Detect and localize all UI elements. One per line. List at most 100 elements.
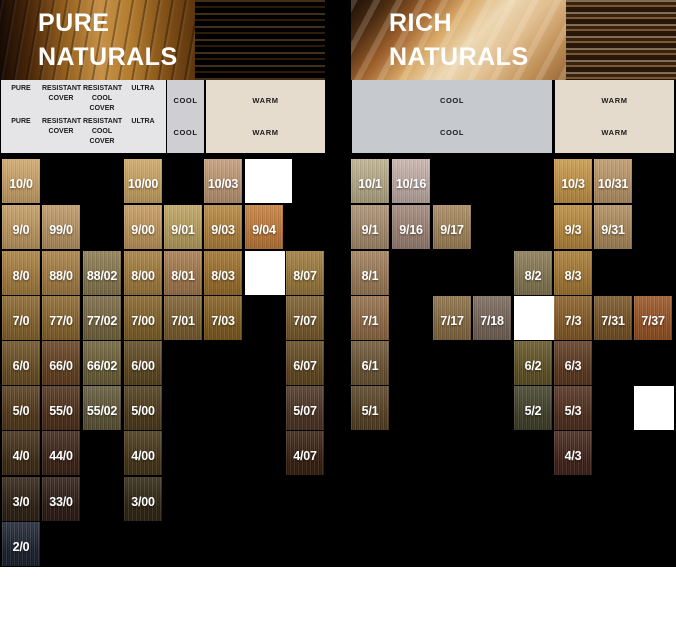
swatch-5-0: 5/0 [2,386,40,430]
pure-products-header: PURE RESISTANT COVER RESISTANT COOL COVE… [1,80,166,153]
warm-label: WARM [601,96,628,105]
swatch-9-31: 9/31 [594,205,632,249]
swatch-code-label: 8/0 [12,268,30,283]
swatch-code-label: 66/0 [49,358,73,373]
swatch-9-16: 9/16 [392,205,430,249]
title-line-1: RICH [389,9,453,37]
swatch-code-label: 5/2 [524,403,542,418]
swatch-code-label: 55/0 [49,403,73,418]
swatch-6-0: 6/0 [2,341,40,385]
swatch-4-00: 4/00 [124,431,162,475]
swatch-8-01: 8/01 [164,251,202,295]
swatch-code-label: 5/1 [361,403,379,418]
swatch-8-3: 8/3 [554,251,592,295]
swatch-code-label: 8/03 [211,268,235,283]
swatch-7-17: 7/17 [433,296,471,340]
swatch-9-1: 9/1 [351,205,389,249]
swatch-code-label: 8/2 [524,268,542,283]
swatch-66-02: 66/02 [83,341,121,385]
swatch-5-07: 5/07 [286,386,324,430]
swatch-code-label: 9/01 [171,222,195,237]
swatch-10-3: 10/3 [554,159,592,203]
pure-warm-header: WARM WARM [206,80,325,153]
swatch-99-0: 99/0 [42,205,80,249]
swatch-code-label: 2/0 [12,539,30,554]
swatch-code-label: 9/31 [601,222,625,237]
swatch-9-01: 9/01 [164,205,202,249]
warm-label: WARM [252,96,279,105]
swatch-7-1: 7/1 [351,296,389,340]
col-label-pure: PURE [11,118,31,125]
swatch-9-04: 9/04 [245,205,283,249]
col-label-pure: PURE [11,85,31,92]
swatch-code-label: 77/02 [86,313,118,328]
cool-label: COOL [173,96,198,105]
swatch-code-label: 7/00 [131,313,155,328]
swatch-9-00: 9/00 [124,205,162,249]
swatch-code-label: 7/0 [12,313,30,328]
swatch-code-label: 6/00 [131,358,155,373]
title-line-2: NATURALS [389,43,529,71]
swatch-5-2: 5/2 [514,386,552,430]
swatch-7-00: 7/00 [124,296,162,340]
swatch-9-3: 9/3 [554,205,592,249]
swatch-code-label: 7/3 [564,313,582,328]
cool-label: COOL [439,128,465,137]
swatch-5-00: 5/00 [124,386,162,430]
swatch-code-label: 5/00 [131,403,155,418]
swatch-code-label: 8/1 [361,268,379,283]
swatch-code-label: 8/07 [293,268,317,283]
swatch-code-label: 9/3 [564,222,582,237]
col-label-resistant-cool-cover: RESISTANT COOL COVER [83,118,123,145]
swatch-7-31: 7/31 [594,296,632,340]
swatch-code-label: 4/07 [293,448,317,463]
warm-label: WARM [252,128,279,137]
swatch-code-label: 33/0 [49,494,73,509]
swatch-10-0: 10/0 [2,159,40,203]
rich-naturals-title: RICH NATURALS [389,6,529,74]
title-line-1: PURE [38,9,110,37]
swatch-code-label: 7/01 [171,313,195,328]
swatch-88-02: 88/02 [83,251,121,295]
swatch-code-label: 6/2 [524,358,542,373]
swatch-6-3: 6/3 [554,341,592,385]
title-line-2: NATURALS [38,43,178,71]
swatch-9-03: 9/03 [204,205,242,249]
swatch-3-00: 3/00 [124,477,162,521]
swatch-10-00: 10/00 [124,159,162,203]
swatch-code-label: 9/03 [211,222,235,237]
warm-label: WARM [601,128,628,137]
swatch-7-3: 7/3 [554,296,592,340]
swatch-10-31: 10/31 [594,159,632,203]
swatch-code-label: 8/3 [564,268,582,283]
swatch-code-label: 88/0 [49,268,73,283]
swatch-code-label: 8/00 [131,268,155,283]
swatch-code-label: 6/0 [12,358,30,373]
swatch-code-label: 55/02 [86,403,118,418]
swatch-8-00: 8/00 [124,251,162,295]
swatch-44-0: 44/0 [42,431,80,475]
swatch-6-2: 6/2 [514,341,552,385]
photo-blur-streaks [566,0,676,80]
swatch-6-00: 6/00 [124,341,162,385]
swatch-77-0: 77/0 [42,296,80,340]
col-label-ultra: ULTRA [131,118,155,125]
swatch-10-1: 10/1 [351,159,389,203]
swatch-code-label: 7/37 [641,313,665,328]
swatch-code-label: 6/3 [564,358,582,373]
swatch-8-03: 8/03 [204,251,242,295]
col-label-ultra: ULTRA [131,85,155,92]
swatch-code-label: 5/3 [564,403,582,418]
swatch-code-label: 9/16 [399,222,423,237]
swatch-code-label: 5/0 [12,403,30,418]
swatch-code-label: 7/17 [440,313,464,328]
swatch-code-label: 9/0 [12,222,30,237]
swatch-10-16: 10/16 [392,159,430,203]
swatch-code-label: 3/0 [12,494,30,509]
col-label-resistant-cool-cover: RESISTANT COOL COVER [83,85,123,112]
pure-naturals-photo: PURE NATURALS [0,0,325,80]
swatch-8-1: 8/1 [351,251,389,295]
swatch-code-label: 7/31 [601,313,625,328]
swatch-6-1: 6/1 [351,341,389,385]
